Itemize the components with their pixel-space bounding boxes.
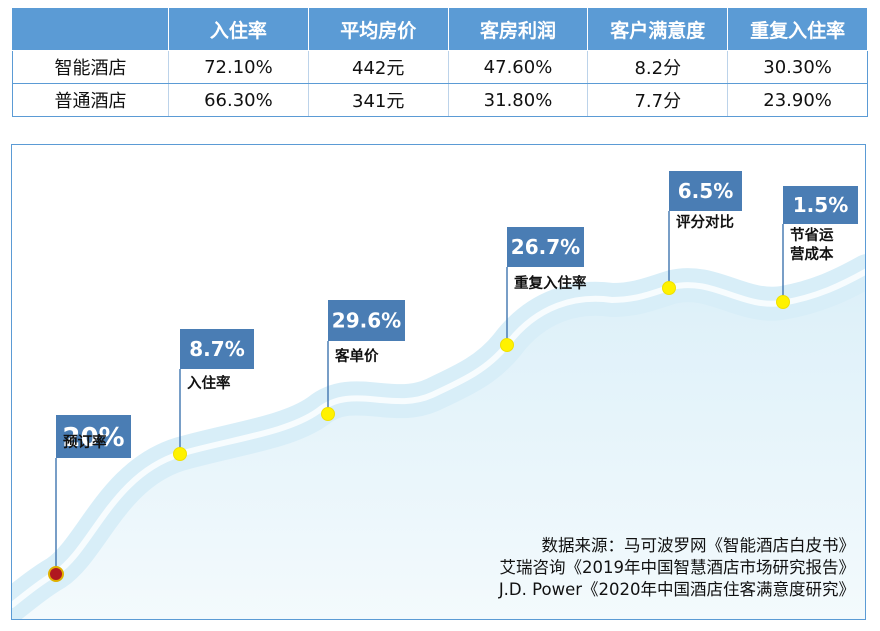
source-note: 数据来源：马可波罗网《智能酒店白皮书》 艾瑞咨询《2019年中国智慧酒店市场研究… xyxy=(499,535,855,601)
column-header: 客房利润 xyxy=(447,7,589,51)
milestone-flag xyxy=(328,300,405,341)
milestone-flag xyxy=(180,329,254,369)
row-label: 普通酒店 xyxy=(12,83,169,117)
milestone-value: 8.7% xyxy=(189,337,244,361)
table-cell: 72.10% xyxy=(168,50,309,84)
start-marker xyxy=(48,566,64,582)
milestone-label: 节省运 xyxy=(790,226,834,244)
table-cell: 47.60% xyxy=(447,50,589,84)
milestone-chart-panel: 20% 预订率 8.7% 入住率 29.6% 客单价 26.7% 重复入住率 6.5% 评分对比 1… xyxy=(11,144,866,620)
milestone-flag xyxy=(56,415,131,458)
milestone-value: 6.5% xyxy=(678,179,733,203)
table-cell: 31.80% xyxy=(447,83,589,117)
milestone-label: 预订率 xyxy=(63,433,107,451)
table-row: 普通酒店 66.30% 341元 31.80% 7.7分 23.90% xyxy=(12,83,868,117)
table-header-row: 入住率 平均房价 客房利润 客户满意度 重复入住率 xyxy=(12,7,868,51)
table-cell: 442元 xyxy=(307,50,449,84)
milestone-1: 20%预订率 xyxy=(48,415,131,582)
milestone-chart: 20%预订率 8.7% 入住率 29.6% 客单价 26.7% 重复入住率 6.5% 评分对比 1… xyxy=(12,171,865,619)
table-cell: 8.2分 xyxy=(587,50,729,84)
milestone-label: 营成本 xyxy=(790,245,834,263)
milestone-value: 26.7% xyxy=(511,235,580,259)
milestone-5: 6.5% 评分对比 xyxy=(662,171,742,295)
table-cell: 66.30% xyxy=(168,83,309,117)
milestone-flag xyxy=(507,227,584,267)
milestone-value: 29.6% xyxy=(332,309,401,333)
column-header: 平均房价 xyxy=(307,7,449,51)
table-cell: 341元 xyxy=(307,83,449,117)
milestone-dot xyxy=(662,281,676,295)
milestone-flag xyxy=(783,186,858,224)
table-cell: 23.90% xyxy=(727,83,868,117)
milestone-flag xyxy=(669,171,742,211)
milestone-4: 26.7% 重复入住率 xyxy=(500,227,587,352)
table-row: 智能酒店 72.10% 442元 47.60% 8.2分 30.30% xyxy=(12,50,868,84)
milestone-dot xyxy=(776,295,790,309)
source-line: 数据来源：马可波罗网《智能酒店白皮书》 xyxy=(541,536,856,555)
table-cell: 30.30% xyxy=(727,50,868,84)
milestone-label: 重复入住率 xyxy=(514,274,587,292)
milestone-2: 8.7% 入住率 xyxy=(173,329,254,461)
milestone-dot xyxy=(500,338,514,352)
river-band xyxy=(12,272,865,619)
comparison-table: 入住率 平均房价 客房利润 客户满意度 重复入住率 智能酒店 72.10% 44… xyxy=(12,7,868,117)
milestone-dot xyxy=(321,407,335,421)
milestone-label: 入住率 xyxy=(187,374,231,392)
milestone-dot xyxy=(173,447,187,461)
column-header: 重复入住率 xyxy=(727,7,868,51)
source-line: 艾瑞咨询《2019年中国智慧酒店市场研究报告》 xyxy=(499,558,856,577)
column-header: 入住率 xyxy=(168,7,309,51)
milestone-value: 1.5% xyxy=(793,193,848,217)
milestone-label: 客单价 xyxy=(334,347,379,365)
river-line xyxy=(12,268,865,608)
milestone-value: 20% xyxy=(62,423,124,453)
source-line: J.D. Power《2020年中国酒店住客满意度研究》 xyxy=(498,580,855,599)
milestone-label: 评分对比 xyxy=(676,213,734,231)
row-label: 智能酒店 xyxy=(12,50,169,84)
column-header: 客户满意度 xyxy=(587,7,729,51)
milestone-3: 29.6% 客单价 xyxy=(321,300,405,421)
table-corner-cell xyxy=(12,7,169,51)
table-cell: 7.7分 xyxy=(587,83,729,117)
